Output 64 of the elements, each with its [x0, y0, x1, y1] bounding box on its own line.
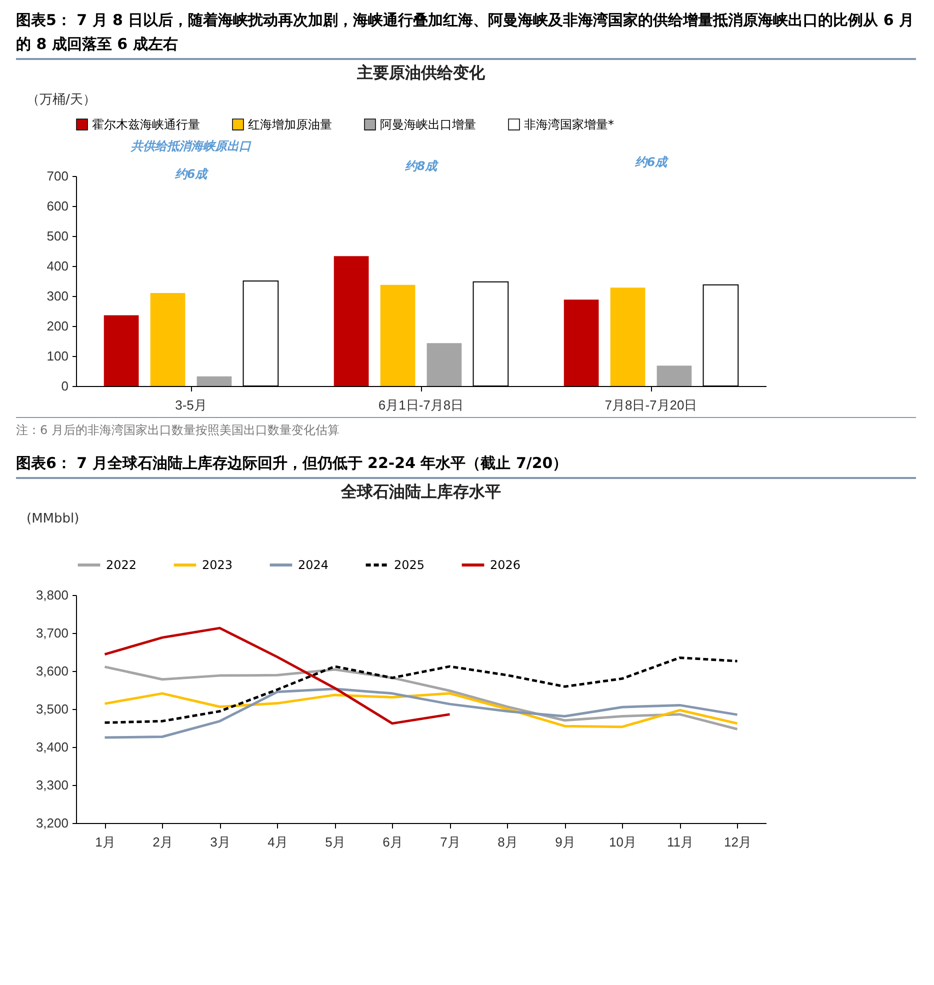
line-series	[104, 656, 738, 724]
y-tick-label: 300	[46, 288, 68, 304]
y-axis-title: (MMbbl)	[26, 512, 80, 526]
bar	[610, 288, 646, 386]
line-series	[104, 666, 738, 730]
x-tick-label: 11月	[667, 834, 694, 850]
bar	[380, 284, 416, 386]
chart-title: 图表5： 7 月 8 日以后，随着海峡扰动再次加剧，海峡通行叠加红海、阿曼海峡及非海湾国家的供给增量抵消原海峡出口的比例从 6 月的 8 成回落至 6 成左右	[16, 8, 916, 60]
y-tick-label: 0	[61, 378, 68, 394]
x-tick-label: 6月	[382, 834, 403, 850]
bar	[104, 315, 139, 386]
bar	[426, 343, 462, 386]
annotation: 约6成	[174, 167, 210, 181]
chart-subtitle: 主要原油供给变化	[356, 63, 486, 82]
y-tick-label: 3,200	[36, 816, 68, 830]
line-series	[104, 626, 451, 725]
y-tick-label: 3,600	[36, 664, 68, 678]
x-tick-label: 8月	[498, 834, 518, 850]
y-tick-label: 200	[46, 318, 68, 334]
bar	[150, 293, 186, 386]
bar	[196, 376, 232, 386]
y-tick-label: 400	[46, 258, 68, 274]
y-tick-label: 3,400	[36, 740, 68, 754]
legend-label: 2023	[202, 558, 233, 572]
x-tick-label: 7月	[440, 834, 460, 850]
text: 注：6 月后的非海湾国家出口数量按照美国出口数量变化估算	[16, 422, 340, 439]
y-tick-label: 500	[46, 228, 68, 244]
x-tick-label: 3-5月	[175, 398, 207, 412]
text: 共供给抵消海峡原出口	[130, 139, 252, 153]
bar	[564, 300, 599, 386]
text: 约6成	[634, 155, 670, 169]
y-tick-label: 3,700	[36, 626, 68, 640]
x-tick-label: 4月	[268, 834, 288, 850]
y-tick-label: 600	[46, 198, 68, 214]
legend-label: 2024	[298, 558, 329, 572]
line-series	[104, 692, 738, 728]
legend-label: 2022	[106, 558, 137, 572]
y-tick-label: 3,500	[36, 702, 68, 716]
y-tick-label: 3,300	[36, 778, 68, 792]
legend-label: 2025	[394, 558, 425, 572]
legend-label: 霍尔木兹海峡通行量	[92, 117, 200, 132]
chart-subtitle: 全球石油陆上库存水平	[340, 482, 501, 501]
text: 约8成	[404, 159, 440, 173]
x-tick-label: 1月	[95, 834, 116, 850]
x-tick-label: 2月	[152, 834, 173, 850]
x-tick-label: 9月	[555, 834, 576, 850]
bar	[656, 366, 692, 386]
legend-label: 红海增加原油量	[248, 117, 332, 132]
line-series	[104, 688, 738, 739]
legend-label: 阿曼海峡出口增量	[380, 117, 476, 132]
legend-label: 非海湾国家增量*	[524, 117, 614, 132]
y-axis-title: （万桶/天）	[26, 92, 96, 108]
x-tick-label: 6月1日-7月8日	[378, 398, 464, 412]
legend-label: 2026	[490, 558, 521, 572]
y-tick-label: 100	[46, 348, 68, 364]
x-tick-label: 12月	[724, 834, 752, 850]
x-tick-label: 10月	[609, 834, 636, 850]
chart-title: 图表6： 7 月全球石油陆上库存边际回升，但仍低于 22-24 年水平（截止 7/20）	[16, 451, 916, 479]
x-tick-label: 5月	[325, 834, 346, 850]
x-tick-label: 3月	[210, 834, 230, 850]
x-tick-label: 7月8日-7月20日	[604, 398, 698, 412]
y-tick-label: 700	[46, 168, 68, 184]
bar	[334, 256, 369, 386]
y-tick-label: 3,800	[36, 588, 68, 602]
